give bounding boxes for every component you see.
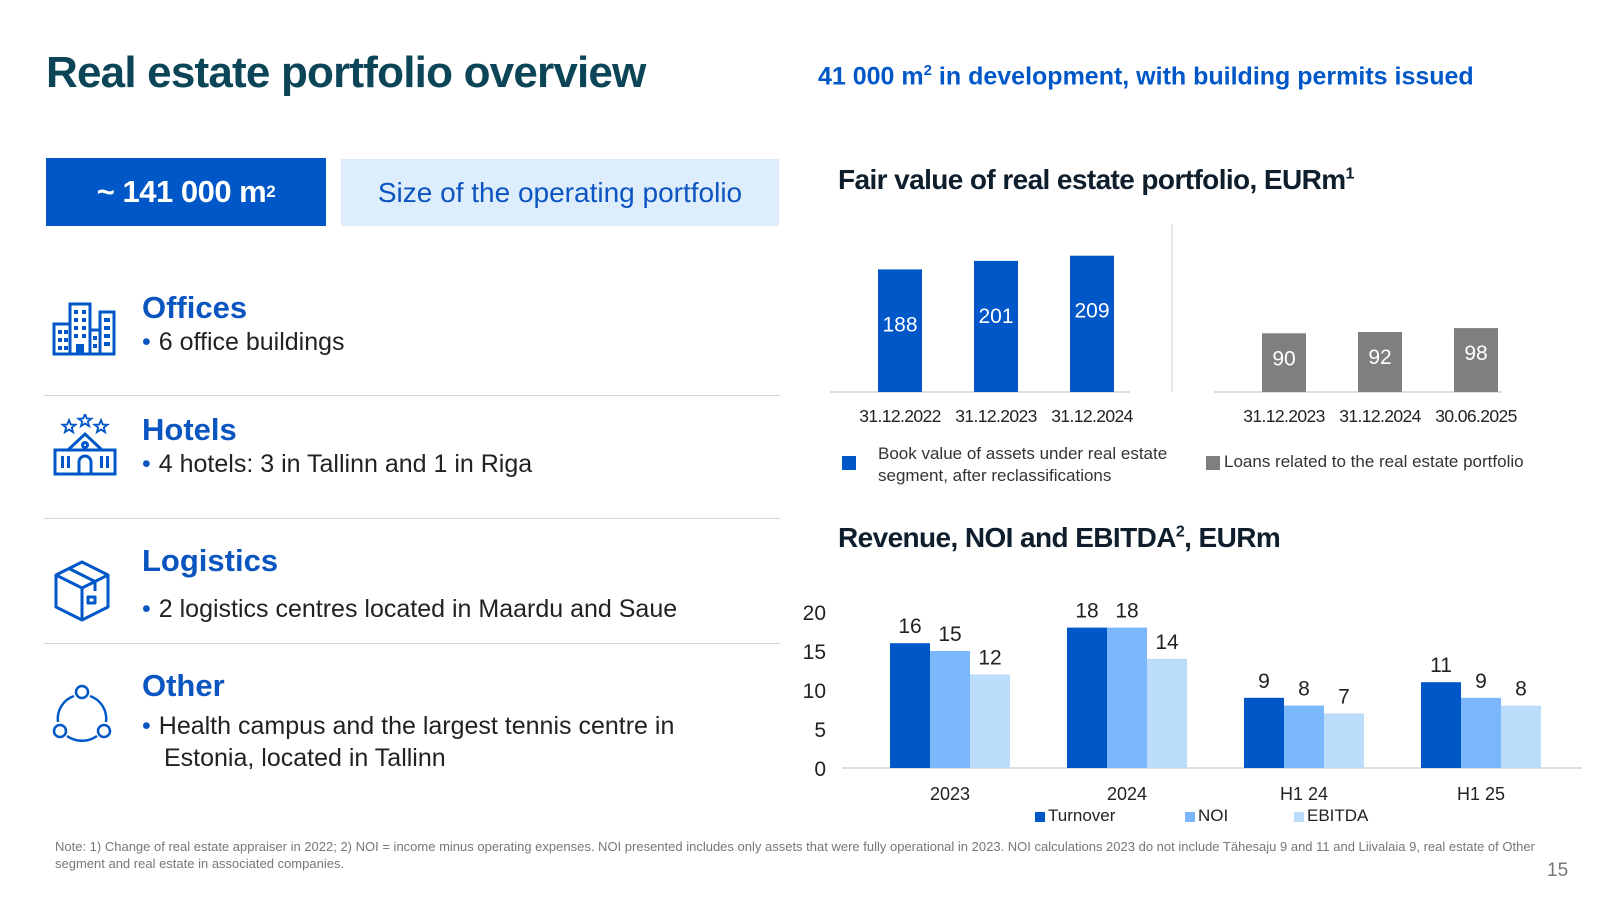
segment-bullet: • Health campus and the largest tennis ce… bbox=[142, 712, 675, 772]
data-label: 12 bbox=[978, 646, 1001, 669]
data-label: 18 bbox=[1115, 600, 1138, 623]
segment-hotels: Hotels • 4 hotels: 3 in Tallinn and 1 in … bbox=[44, 412, 780, 502]
x-tick-label: H1 25 bbox=[1457, 784, 1505, 800]
data-label: 201 bbox=[978, 305, 1013, 328]
bar bbox=[1324, 713, 1364, 768]
data-label: 7 bbox=[1338, 685, 1350, 708]
data-label: 9 bbox=[1475, 670, 1487, 693]
legend-swatch bbox=[1035, 811, 1045, 822]
tick-label: 31.12.2023 bbox=[955, 406, 1037, 426]
segment-offices: Offices • 6 office buildings bbox=[44, 290, 780, 380]
segment-bullet: • 4 hotels: 3 in Tallinn and 1 in Riga bbox=[142, 450, 533, 478]
data-label: 18 bbox=[1075, 600, 1098, 623]
data-label: 16 bbox=[898, 615, 921, 638]
bar bbox=[1421, 682, 1461, 768]
data-label: 209 bbox=[1074, 300, 1109, 323]
footnote: Note: 1) Change of real estate appraiser… bbox=[55, 839, 1535, 871]
legend-loans: Loans related to the real estate portfol… bbox=[1206, 452, 1524, 472]
bar bbox=[1358, 332, 1402, 392]
y-tick-label: 0 bbox=[814, 758, 826, 781]
bar bbox=[930, 651, 970, 768]
bar bbox=[1107, 627, 1147, 768]
tick-label: 31.12.2023 bbox=[1243, 406, 1325, 426]
development-headline: 41 000 m2 in development, with building … bbox=[818, 62, 1474, 91]
bar bbox=[1454, 328, 1498, 392]
x-tick-label: H1 24 bbox=[1280, 784, 1328, 800]
bar bbox=[1501, 705, 1541, 768]
data-label: 9 bbox=[1258, 670, 1270, 693]
legend-swatch bbox=[1206, 455, 1220, 470]
data-label: 90 bbox=[1272, 347, 1295, 370]
divider bbox=[44, 518, 780, 519]
tick-label: 31.12.2024 bbox=[1051, 406, 1133, 426]
bar bbox=[878, 269, 922, 392]
legend-noi: NOI bbox=[1185, 806, 1228, 826]
fair-value-chart: 188 31.12.2022 201 31.12.2023 209 31.12.2024 9… bbox=[830, 224, 1517, 426]
divider bbox=[44, 643, 780, 644]
segment-logistics: Logistics • 2 logistics centres located i… bbox=[44, 543, 780, 633]
segment-other: Other • Health campus and the largest ten… bbox=[44, 668, 780, 778]
legend-swatch bbox=[1185, 811, 1195, 822]
x-tick-label: 2024 bbox=[1107, 784, 1147, 800]
legend-turnover: Turnover bbox=[1035, 806, 1115, 826]
bar bbox=[1067, 627, 1107, 768]
y-tick-label: 5 bbox=[814, 719, 826, 742]
data-label: 8 bbox=[1515, 678, 1527, 701]
bar bbox=[1147, 658, 1187, 768]
bar bbox=[974, 260, 1018, 392]
divider bbox=[44, 395, 780, 396]
revenue-chart-title: Revenue, NOI and EBITDA2, EURm bbox=[838, 522, 1281, 553]
legend-swatch bbox=[842, 456, 856, 470]
legend-ebitda: EBITDA bbox=[1294, 806, 1368, 826]
segment-title: Hotels bbox=[142, 412, 237, 447]
bar bbox=[1070, 255, 1114, 392]
tick-label: 31.12.2022 bbox=[859, 406, 941, 426]
fair-value-chart-title: Fair value of real estate portfolio, EUR… bbox=[838, 164, 1354, 195]
data-label: 8 bbox=[1298, 678, 1310, 701]
bar bbox=[1284, 705, 1324, 768]
segment-title: Logistics bbox=[142, 543, 279, 578]
x-tick-label: 2023 bbox=[930, 784, 970, 800]
bar bbox=[1244, 697, 1284, 768]
revenue-chart: 0 5 10 15 20 16 15 12 2023 18 18 14 2024 9 8 7 H1 24 11 9 8… bbox=[803, 600, 1582, 800]
page-number: 15 bbox=[1547, 860, 1569, 881]
y-tick-label: 20 bbox=[803, 602, 826, 625]
tick-label: 30.06.2025 bbox=[1435, 406, 1517, 426]
segment-title: Offices bbox=[142, 290, 248, 325]
bar bbox=[890, 643, 930, 768]
segment-bullet: • 2 logistics centres located in Maardu a… bbox=[142, 595, 678, 623]
segment-title: Other bbox=[142, 668, 225, 703]
data-label: 11 bbox=[1430, 654, 1452, 677]
portfolio-size-label: Size of the operating portfolio bbox=[341, 159, 779, 226]
data-label: 92 bbox=[1368, 346, 1391, 369]
hotel-icon bbox=[53, 414, 117, 476]
office-buildings-icon bbox=[52, 302, 116, 356]
data-label: 98 bbox=[1464, 342, 1487, 365]
tick-label: 31.12.2024 bbox=[1339, 406, 1421, 426]
y-tick-label: 10 bbox=[803, 680, 826, 703]
data-label: 15 bbox=[938, 623, 961, 646]
box-icon bbox=[54, 560, 110, 622]
bar bbox=[1262, 333, 1306, 392]
data-label: 188 bbox=[882, 313, 917, 336]
y-tick-label: 15 bbox=[803, 641, 826, 664]
data-label: 14 bbox=[1155, 631, 1179, 654]
segment-bullet: • 6 office buildings bbox=[142, 328, 345, 356]
page-title: Real estate portfolio overview bbox=[46, 48, 646, 97]
bar bbox=[1461, 697, 1501, 768]
bar bbox=[970, 674, 1010, 768]
network-icon bbox=[52, 684, 112, 742]
legend-swatch bbox=[1294, 811, 1304, 822]
